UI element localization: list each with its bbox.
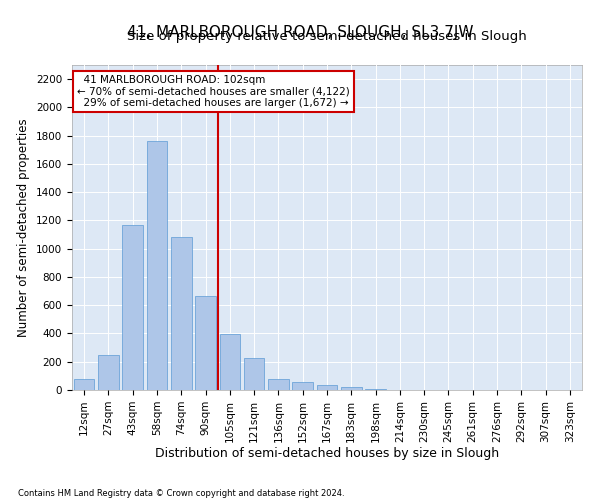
Bar bbox=[171, 238, 191, 390]
Y-axis label: Number of semi-detached properties: Number of semi-detached properties bbox=[17, 118, 31, 337]
Bar bbox=[195, 296, 216, 390]
Bar bbox=[122, 224, 143, 390]
Bar bbox=[74, 378, 94, 390]
Text: Contains HM Land Registry data © Crown copyright and database right 2024.: Contains HM Land Registry data © Crown c… bbox=[18, 488, 344, 498]
Bar bbox=[268, 378, 289, 390]
Bar bbox=[220, 334, 240, 390]
Bar bbox=[341, 387, 362, 390]
Bar bbox=[317, 385, 337, 390]
X-axis label: Distribution of semi-detached houses by size in Slough: Distribution of semi-detached houses by … bbox=[155, 448, 499, 460]
Bar bbox=[292, 382, 313, 390]
Bar bbox=[98, 356, 119, 390]
Bar bbox=[244, 358, 265, 390]
Text: 41, MARLBOROUGH ROAD, SLOUGH, SL3 7JW: 41, MARLBOROUGH ROAD, SLOUGH, SL3 7JW bbox=[127, 25, 473, 40]
Bar bbox=[146, 142, 167, 390]
Bar bbox=[365, 388, 386, 390]
Text: 41 MARLBOROUGH ROAD: 102sqm
← 70% of semi-detached houses are smaller (4,122)
  : 41 MARLBOROUGH ROAD: 102sqm ← 70% of sem… bbox=[77, 74, 350, 108]
Title: Size of property relative to semi-detached houses in Slough: Size of property relative to semi-detach… bbox=[127, 30, 527, 43]
